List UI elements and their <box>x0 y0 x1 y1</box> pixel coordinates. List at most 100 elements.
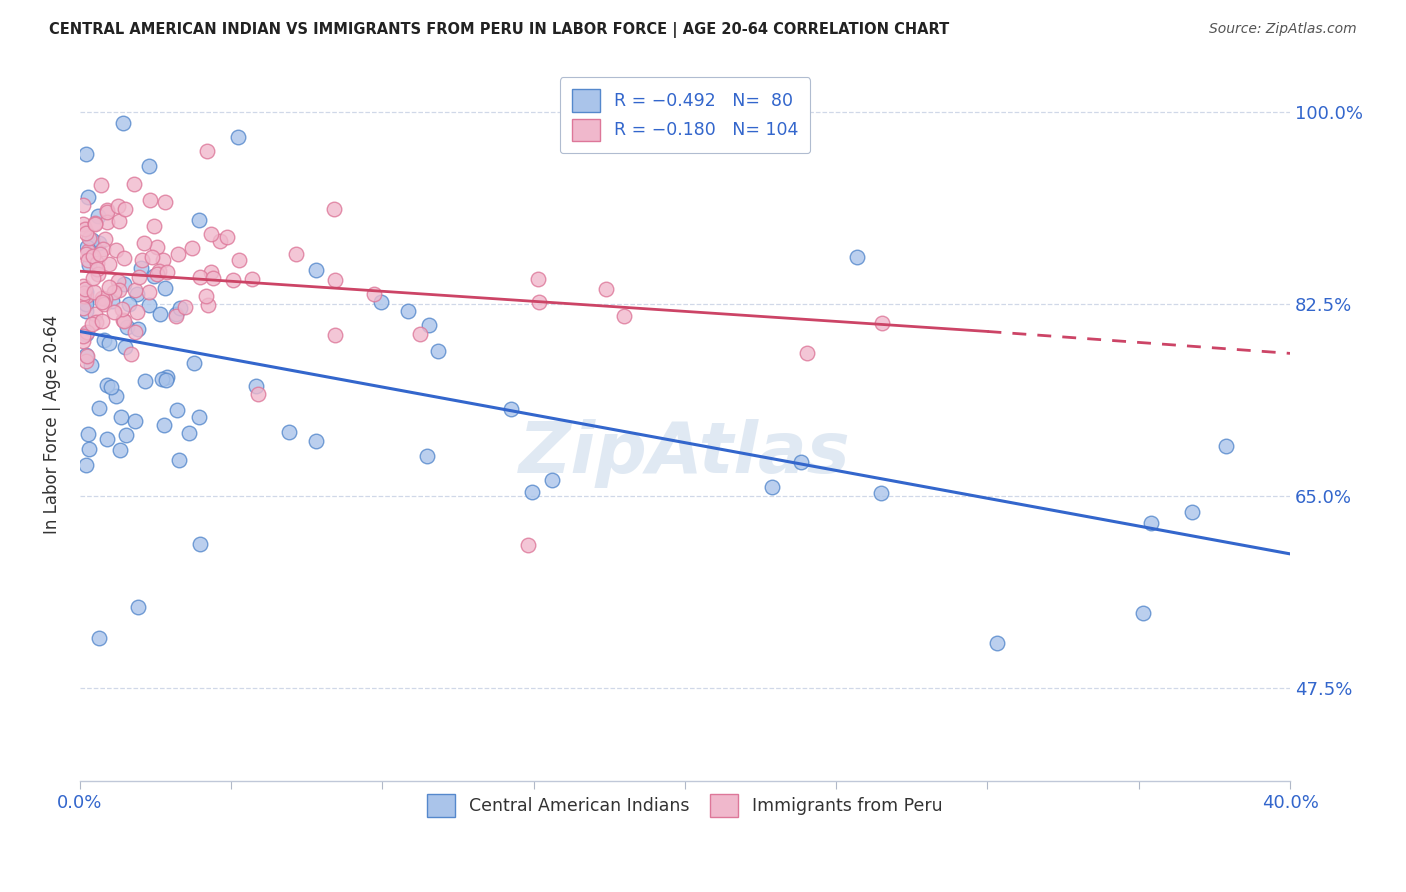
Point <box>153 418 176 433</box>
Point <box>83 216 105 230</box>
Point <box>595 281 617 295</box>
Point <box>114 202 136 216</box>
Point <box>83 285 105 300</box>
Point <box>96 215 118 229</box>
Point <box>1139 516 1161 531</box>
Point <box>97 280 120 294</box>
Point <box>100 380 122 394</box>
Point <box>245 379 267 393</box>
Point <box>155 373 177 387</box>
Point <box>87 401 110 415</box>
Point <box>143 268 166 283</box>
Point <box>75 327 97 342</box>
Point <box>409 326 432 341</box>
Point <box>152 252 174 267</box>
Point <box>127 304 149 318</box>
Point <box>222 273 245 287</box>
Point <box>96 432 118 446</box>
Point <box>416 449 439 463</box>
Point <box>139 193 162 207</box>
Point <box>79 442 101 456</box>
Point <box>75 247 97 261</box>
Point <box>138 298 160 312</box>
Point <box>174 300 197 314</box>
Point <box>93 242 115 256</box>
Point <box>72 198 94 212</box>
Point <box>284 246 307 260</box>
Point <box>76 240 98 254</box>
Point <box>124 414 146 428</box>
Point <box>242 271 264 285</box>
Point <box>128 269 150 284</box>
Point <box>323 327 346 342</box>
Point <box>84 308 107 322</box>
Point <box>141 250 163 264</box>
Point <box>96 203 118 218</box>
Point <box>73 285 96 300</box>
Point <box>790 455 813 469</box>
Point <box>870 486 893 500</box>
Point <box>76 190 98 204</box>
Point <box>138 285 160 300</box>
Point <box>124 283 146 297</box>
Point <box>131 252 153 267</box>
Point <box>90 178 112 193</box>
Point <box>101 293 124 308</box>
Point <box>77 231 100 245</box>
Point <box>75 147 97 161</box>
Point <box>132 236 155 251</box>
Point <box>278 425 301 439</box>
Point <box>72 329 94 343</box>
Point <box>131 260 153 275</box>
Point <box>363 287 385 301</box>
Point <box>91 294 114 309</box>
Point <box>181 241 204 255</box>
Point <box>75 285 97 299</box>
Point <box>127 287 149 301</box>
Point <box>188 409 211 424</box>
Point <box>96 377 118 392</box>
Point <box>84 217 107 231</box>
Point <box>501 402 523 417</box>
Point <box>527 295 550 310</box>
Point <box>540 474 562 488</box>
Point <box>75 293 97 307</box>
Point <box>200 265 222 279</box>
Point <box>188 537 211 551</box>
Point <box>197 298 219 312</box>
Point <box>146 240 169 254</box>
Point <box>114 428 136 442</box>
Point <box>82 318 104 332</box>
Point <box>305 263 328 277</box>
Point <box>165 307 187 321</box>
Point <box>107 274 129 288</box>
Point <box>148 264 170 278</box>
Point <box>72 301 94 316</box>
Point <box>613 309 636 323</box>
Point <box>93 296 115 310</box>
Point <box>76 325 98 339</box>
Point <box>134 375 156 389</box>
Point <box>84 315 107 329</box>
Point <box>93 292 115 306</box>
Point <box>165 310 187 324</box>
Point <box>516 538 538 552</box>
Point <box>76 349 98 363</box>
Point <box>872 316 894 330</box>
Point <box>94 231 117 245</box>
Point <box>142 219 165 233</box>
Point <box>104 389 127 403</box>
Point <box>215 229 238 244</box>
Point <box>228 129 250 144</box>
Point <box>112 314 135 328</box>
Point <box>93 333 115 347</box>
Point <box>96 205 118 219</box>
Point <box>108 214 131 228</box>
Point <box>111 302 134 317</box>
Point <box>80 358 103 372</box>
Point <box>418 318 440 332</box>
Point <box>72 289 94 303</box>
Point <box>97 257 120 271</box>
Point <box>167 247 190 261</box>
Point <box>73 222 96 236</box>
